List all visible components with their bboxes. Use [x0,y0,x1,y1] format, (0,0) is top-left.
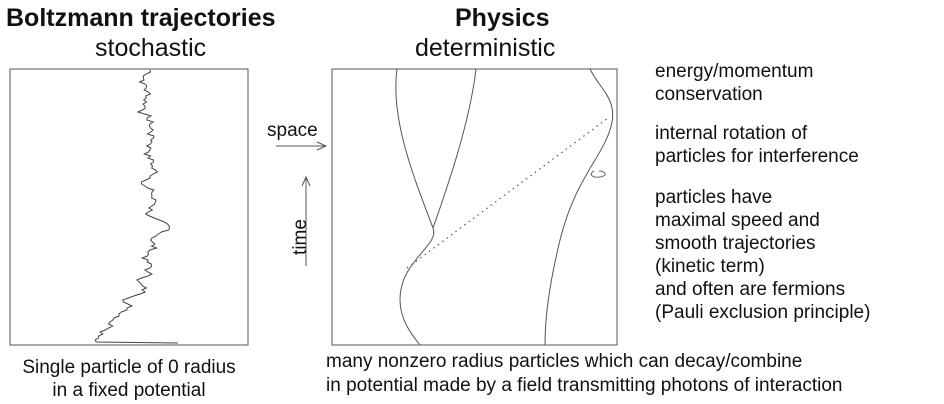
left-caption-line-1: Single particle of 0 radius [22,357,236,378]
space-label: space [267,120,318,141]
rotation-icon [590,170,606,178]
left-caption: Single particle of 0 radius in a fixed p… [0,356,258,402]
note-particles-line-5: and often are fermions [655,279,846,300]
note-particles-line-4: (kinetic term) [655,256,765,277]
time-label: time [290,219,311,255]
note-particles-line-6: (Pauli exclusion principle) [655,302,871,323]
note-particles-line-1: particles have [655,187,773,208]
note-rotation-line-1: internal rotation of [655,123,808,144]
note-rotation-line-2: particles for interference [655,146,859,167]
left-title: Boltzmann trajectories [6,4,276,32]
space-arrowhead [316,141,328,151]
particle-trajectory-a [395,68,435,346]
particle-trajectory-c [544,68,614,346]
right-frame [331,68,618,346]
note-conservation-line-2: conservation [655,84,763,105]
note-conservation: energy/momentum conservation [655,60,813,106]
right-caption-line-2: in potential made by a field transmittin… [326,375,843,396]
note-rotation: internal rotation of particles for inter… [655,122,859,168]
brownian-trajectory [94,69,179,344]
right-caption: many nonzero radius particles which can … [326,350,842,398]
note-particles: particles have maximal speed and smooth … [655,186,870,324]
left-subtitle: stochastic [95,34,207,62]
right-title: Physics [455,4,550,32]
left-caption-line-2: in a fixed potential [52,380,206,401]
right-subtitle: deterministic [415,34,556,62]
photon-exchange-line [406,117,609,269]
right-caption-line-1: many nonzero radius particles which can … [326,351,803,372]
left-frame [9,68,249,346]
time-arrowhead [301,175,311,187]
note-particles-line-2: maximal speed and [655,210,820,231]
note-particles-line-3: smooth trajectories [655,233,816,254]
note-conservation-line-1: energy/momentum [655,61,814,82]
particle-trajectory-b [432,68,477,229]
